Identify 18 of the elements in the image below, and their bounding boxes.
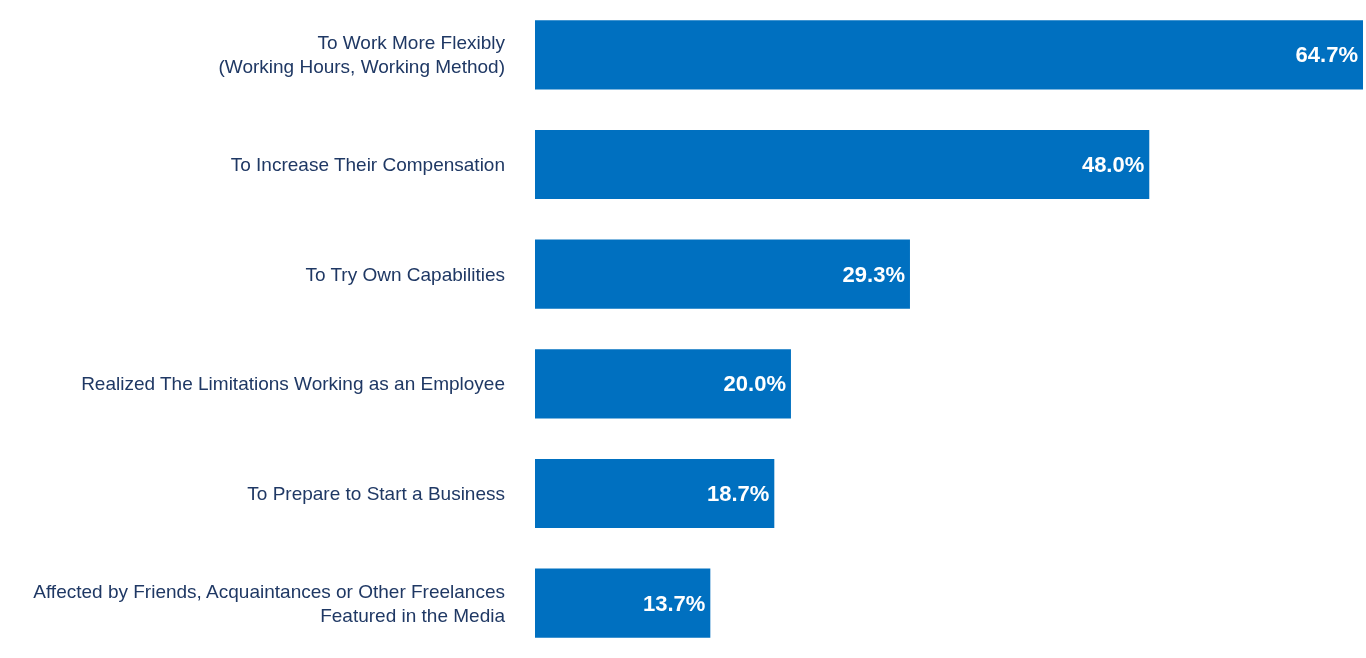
data-label: 18.7%	[706, 481, 770, 506]
data-label: 13.7%	[642, 590, 706, 616]
y-tick-label: Realized The Limitations Working as an Employee	[81, 373, 505, 395]
y-tick-label: To Work More Flexibly (Working Hours, Working Method)	[218, 32, 506, 78]
y-tick-label: To Prepare to Start a Business	[247, 483, 505, 504]
bar	[535, 239, 910, 309]
data-label: 48.0%	[1081, 152, 1145, 177]
bar	[535, 20, 1363, 90]
data-label: 29.3%	[842, 261, 905, 287]
bar	[535, 458, 775, 529]
bar	[535, 568, 711, 638]
data-label: 64.7%	[1295, 42, 1358, 68]
y-tick-label: To Increase Their Compensation	[230, 154, 505, 175]
data-label: 20.0%	[723, 371, 786, 397]
y-tick-label: Affected by Friends, Acquaintances or Other Freelances Featured in the Media	[33, 580, 506, 626]
bar	[535, 349, 791, 419]
y-tick-label: To Try Own Capabilities	[305, 263, 505, 285]
bar	[535, 129, 1150, 200]
